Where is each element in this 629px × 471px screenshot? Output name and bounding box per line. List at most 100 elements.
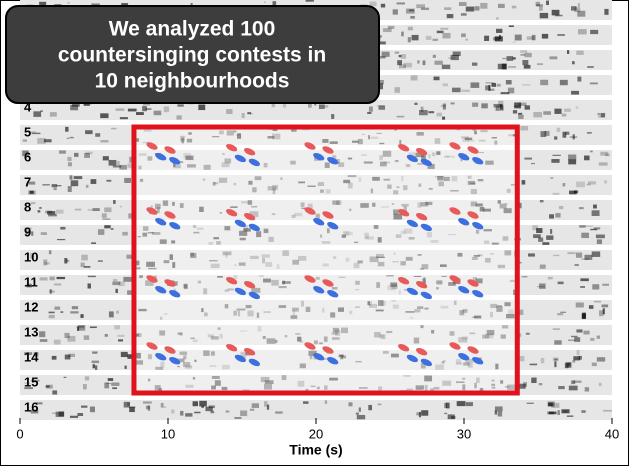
speck: [553, 193, 560, 195]
speck: [541, 358, 545, 363]
speck: [571, 91, 579, 95]
speck: [65, 127, 68, 132]
speck: [67, 157, 71, 161]
speck: [502, 58, 506, 59]
speck: [590, 151, 593, 153]
speck: [49, 312, 55, 314]
highlight-fill: [134, 127, 517, 393]
speck: [348, 402, 352, 406]
speck: [590, 30, 598, 34]
speck: [359, 407, 361, 411]
speck: [357, 415, 365, 419]
speck: [539, 6, 543, 11]
speck: [42, 184, 49, 185]
speck: [567, 252, 575, 254]
speck: [41, 232, 47, 235]
speck: [580, 286, 585, 287]
speck: [587, 66, 594, 68]
speck: [368, 405, 372, 410]
speck: [52, 356, 57, 360]
speck: [508, 66, 516, 67]
speck: [451, 416, 455, 419]
speck: [552, 155, 560, 156]
speck: [247, 112, 251, 114]
speck: [590, 83, 598, 85]
speck: [465, 39, 467, 41]
speck: [495, 36, 503, 41]
speck: [308, 103, 312, 107]
speck: [64, 333, 69, 338]
speck: [602, 284, 609, 286]
speck: [499, 35, 501, 39]
speck: [525, 105, 530, 109]
speck: [116, 108, 125, 111]
speck: [597, 357, 605, 361]
x-axis-label: Time (s): [289, 442, 342, 458]
speck: [582, 314, 586, 319]
speck: [574, 7, 580, 12]
speck: [154, 111, 162, 116]
speck: [520, 126, 528, 130]
speck: [452, 88, 461, 93]
speck: [568, 159, 576, 164]
speck: [404, 63, 412, 68]
speck: [540, 13, 548, 18]
speck: [444, 413, 447, 414]
speck: [537, 63, 543, 65]
speck: [49, 315, 55, 318]
speck: [444, 7, 451, 10]
speck: [550, 229, 552, 234]
speck: [45, 262, 50, 264]
speck: [434, 77, 440, 81]
speck: [109, 160, 117, 166]
speck: [106, 180, 111, 182]
speck: [564, 109, 571, 112]
speck: [472, 63, 477, 66]
speck: [100, 113, 108, 118]
speck: [457, 401, 466, 406]
speck: [112, 282, 120, 286]
speck: [113, 279, 118, 282]
speck: [72, 306, 78, 309]
speck: [530, 364, 537, 366]
speck: [234, 417, 241, 418]
speck: [145, 108, 151, 109]
speck: [546, 1, 549, 5]
speck: [57, 239, 65, 240]
speck: [540, 200, 544, 202]
speck: [397, 2, 405, 4]
speck: [576, 253, 582, 258]
x-tick-label: 20: [309, 426, 323, 441]
speck: [39, 331, 45, 337]
speck: [549, 56, 557, 59]
speck: [49, 250, 52, 254]
speck: [580, 278, 588, 281]
speck: [416, 4, 425, 8]
row-label: 5: [24, 124, 31, 139]
speck: [546, 235, 553, 239]
speck: [552, 10, 560, 16]
speck: [90, 407, 95, 413]
speck: [598, 113, 605, 118]
speck: [520, 54, 525, 56]
speck: [176, 115, 181, 119]
speck: [496, 29, 502, 33]
speck: [560, 80, 568, 85]
speck: [528, 253, 535, 256]
speck: [557, 128, 561, 132]
speck: [306, 0, 314, 2]
row-label: 14: [24, 349, 39, 364]
speck: [562, 114, 567, 117]
speck: [600, 152, 608, 156]
speck: [120, 117, 128, 119]
speck: [88, 283, 91, 288]
speck: [603, 410, 612, 412]
speck: [453, 52, 461, 57]
speck: [549, 412, 557, 415]
speck: [577, 350, 580, 355]
speck: [54, 340, 61, 345]
speck: [85, 130, 92, 134]
speck: [117, 335, 124, 337]
speck: [509, 25, 514, 27]
speck: [397, 60, 402, 65]
